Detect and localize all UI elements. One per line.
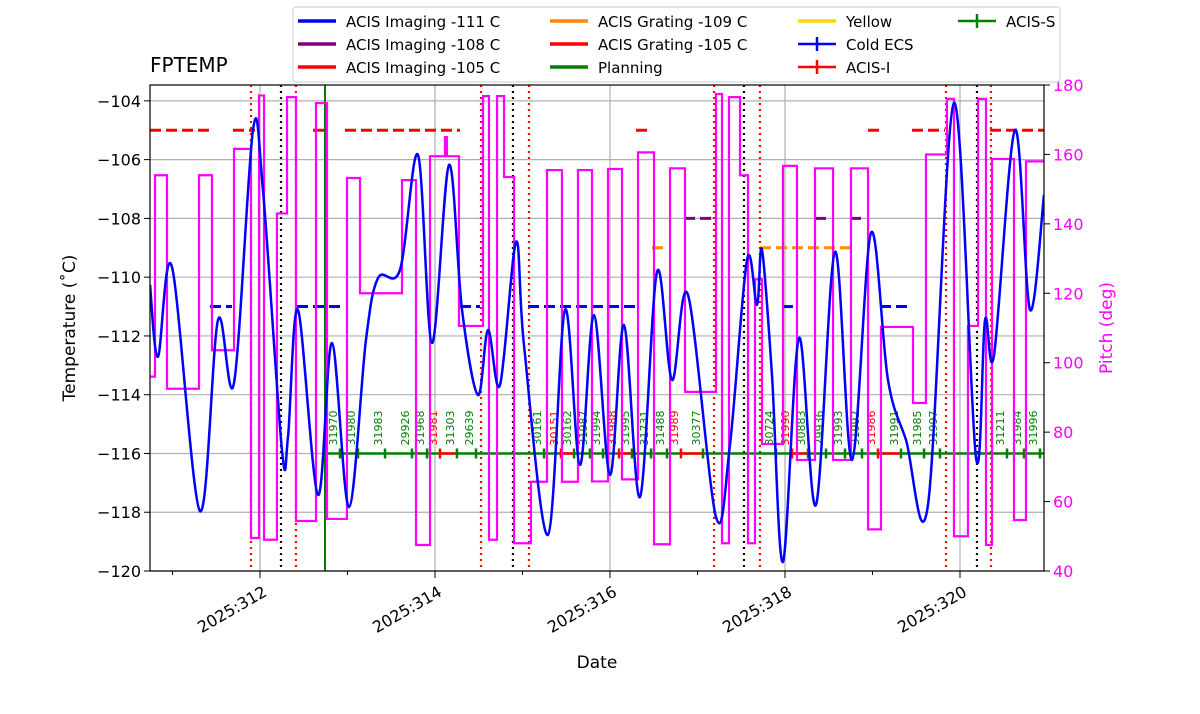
obsid-label: 29926 [399, 410, 412, 445]
y2-tick-label: 120 [1053, 284, 1084, 303]
y-tick-label: −104 [97, 92, 141, 111]
legend: ACIS Imaging -111 C ACIS Imaging -108 C AC… [292, 6, 1061, 83]
x-tick-label: 2025:316 [544, 582, 620, 637]
x-tick-label: 2025:314 [369, 582, 445, 637]
y2-tick-label: 40 [1053, 562, 1073, 581]
obsid-label: 29639 [463, 410, 476, 445]
y-tick-label: −110 [97, 268, 141, 287]
y-tick-label: −118 [97, 503, 141, 522]
obsid-label: 30161 [531, 410, 544, 445]
y-tick-label: −114 [97, 386, 141, 405]
obsid-label: 31303 [444, 410, 457, 445]
obsid-label: 31993 [832, 410, 845, 445]
y2-tick-label: 140 [1053, 215, 1084, 234]
legend-box [292, 6, 1061, 83]
legend-label: Cold ECS [846, 36, 914, 54]
obsid-label: 31970 [327, 410, 340, 445]
axes-frame [149, 84, 1045, 572]
obsid-label: 30883 [795, 410, 808, 445]
y-tick-label: −112 [97, 327, 141, 346]
x-tick-label: 2025:318 [719, 582, 795, 637]
plot-area: 31970 31980 31983 29926 31968 31981 31303 29639… [150, 85, 1044, 571]
obsid-label: 31211 [994, 410, 1007, 445]
y-tick-label: −106 [97, 151, 141, 170]
obsid-label: 31983 [372, 410, 385, 445]
legend-label: ACIS-I [846, 59, 890, 77]
y-tick-label: −120 [97, 562, 141, 581]
legend-label: ACIS Imaging -111 C [346, 13, 500, 31]
x-axis-label: Date [577, 653, 618, 673]
obsid-label: 31989 [668, 410, 681, 445]
obsid-label: 31994 [590, 410, 603, 445]
y2-tick-label: 60 [1053, 493, 1073, 512]
y2-tick-label: 100 [1053, 354, 1084, 373]
obsid-label: 30724 [763, 410, 776, 445]
x-tick-label: 2025:320 [894, 582, 970, 637]
y-tick-label: −116 [97, 444, 141, 463]
legend-label: Planning [598, 59, 663, 77]
obsid-label: 30377 [690, 410, 703, 445]
chart-title: FPTEMP [150, 53, 228, 77]
obsid-label: 31488 [654, 410, 667, 445]
y2-tick-label: 180 [1053, 76, 1084, 95]
legend-label: ACIS Imaging -105 C [346, 59, 500, 77]
temperature-line [150, 101, 1044, 564]
y2-tick-label: 80 [1053, 423, 1073, 442]
obsid-label: 31991 [888, 410, 901, 445]
x-tick-label: 2025:312 [194, 582, 270, 637]
obsid-label: 31980 [345, 410, 358, 445]
obsid-label: 31996 [1027, 410, 1040, 445]
y2-tick-label: 160 [1053, 145, 1084, 164]
plot-clip-group: 31970 31980 31983 29926 31968 31981 31303 29639… [150, 85, 1044, 571]
y-axis-label: Temperature (˚C) [59, 255, 80, 403]
legend-label: ACIS Grating -109 C [598, 13, 747, 31]
obsid-label: 30151 [548, 410, 561, 445]
legend-label: ACIS Imaging -108 C [346, 36, 500, 54]
y-tick-label: −108 [97, 209, 141, 228]
legend-label: ACIS Grating -105 C [598, 36, 747, 54]
obsid-label: 30162 [561, 410, 574, 445]
legend-label: Yellow [845, 13, 892, 31]
pitch-line [150, 92, 1044, 547]
obsid-label: 31968 [414, 410, 427, 445]
obsid-label: 31985 [911, 410, 924, 445]
y2-axis-label: Pitch (deg) [1097, 282, 1117, 374]
legend-label: ACIS-S [1006, 13, 1055, 31]
